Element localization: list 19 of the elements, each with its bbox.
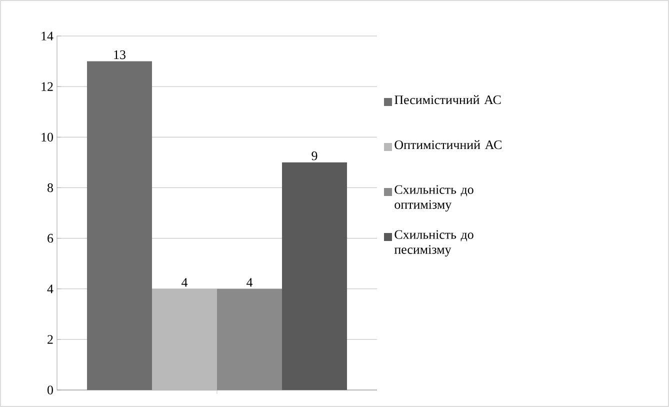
y-tick-label: 4 [47, 284, 54, 294]
y-tick-label: 14 [42, 32, 54, 40]
bar [282, 162, 348, 390]
legend-label: Схильність до оптимізму [394, 185, 474, 212]
data-label: 4 [182, 278, 188, 287]
legend-label: Схильність до песимізму [394, 230, 474, 257]
y-tick-label: 12 [42, 82, 53, 91]
y-tick-label: 10 [42, 132, 53, 142]
bar [152, 288, 217, 390]
data-label: 9 [312, 152, 318, 160]
y-tick-label: 8 [48, 183, 53, 192]
legend-label: Оптимістичний АС [394, 140, 502, 150]
data-label: 13 [114, 50, 126, 60]
legend-label: Песимістичний АС [394, 95, 501, 104]
y-tick-label: 2 [48, 335, 53, 344]
bar [87, 61, 152, 390]
y-tick-label: 0 [48, 386, 53, 394]
y-tick-label: 6 [48, 234, 54, 243]
data-label: 4 [246, 278, 253, 287]
